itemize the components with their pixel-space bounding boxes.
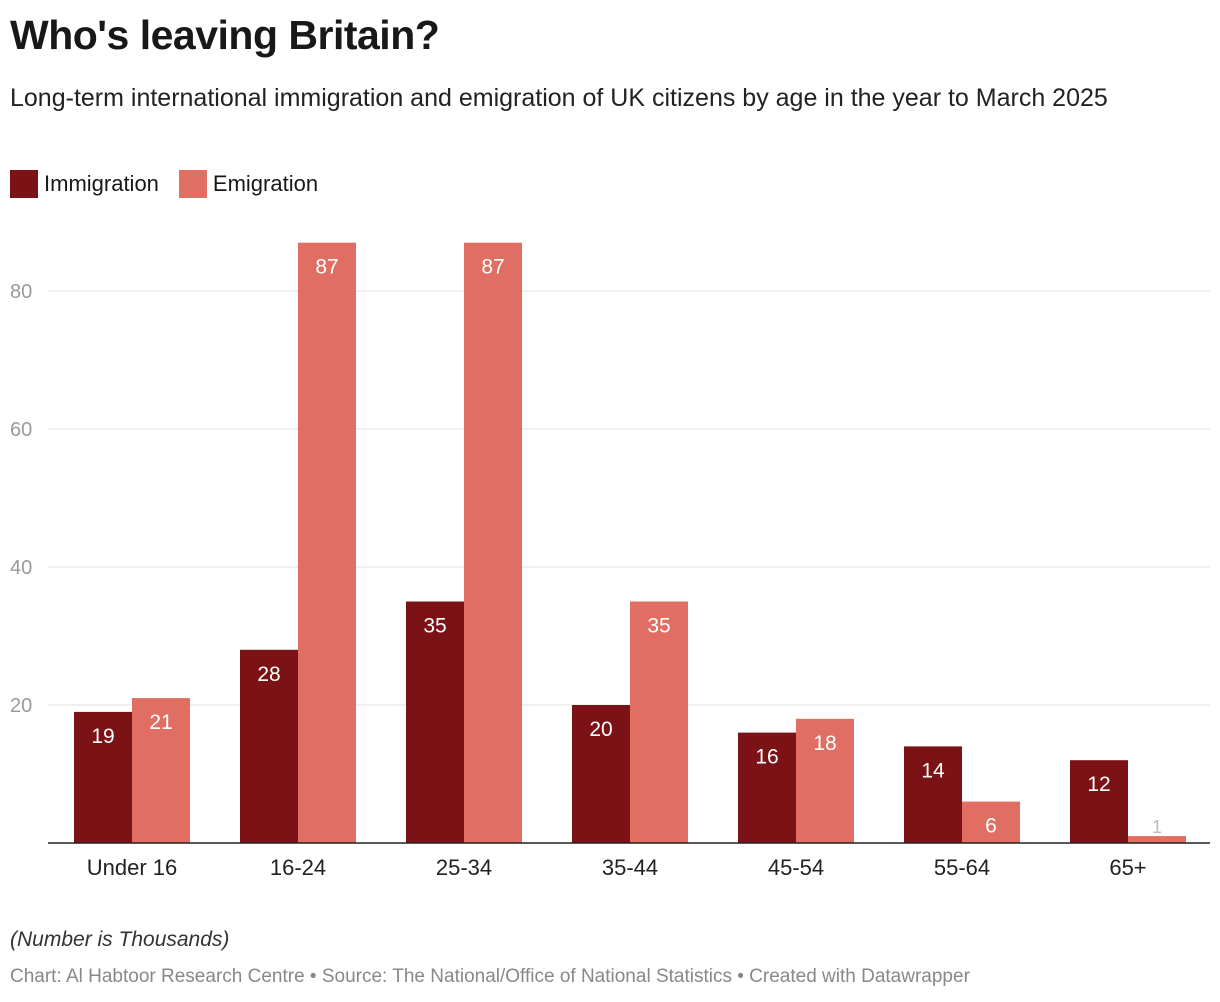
y-tick-label: 20: [10, 695, 32, 717]
value-label: 16: [755, 746, 778, 769]
legend-swatch-emigration: [178, 170, 207, 198]
value-label: 28: [257, 663, 280, 686]
bar-immigration-0: [74, 711, 132, 843]
x-category-label: Under 16: [87, 855, 178, 880]
y-tick-label: 40: [10, 557, 32, 579]
value-label: 21: [149, 711, 172, 734]
chart-credit: Chart: Al Habtoor Research Centre • Sour…: [10, 966, 970, 987]
bar-emigration-2: [464, 242, 522, 843]
value-label: 14: [921, 759, 945, 782]
value-label: 35: [423, 615, 446, 638]
bar-emigration-1: [298, 242, 356, 843]
units-note: (Number is Thousands): [10, 928, 230, 951]
legend: Immigration Emigration: [10, 170, 338, 198]
value-label: 12: [1087, 773, 1110, 796]
x-category-label: 35-44: [602, 855, 658, 880]
value-label: 18: [813, 732, 836, 755]
chart-subtitle: Long-term international immigration and …: [10, 84, 1108, 112]
x-category-label: 45-54: [768, 855, 824, 880]
value-label: 20: [589, 718, 612, 741]
value-label: 19: [91, 725, 114, 748]
x-category-label: 16-24: [270, 855, 326, 880]
x-category-label: 25-34: [436, 855, 492, 880]
value-label: 87: [481, 256, 504, 279]
bar-immigration-4: [738, 732, 796, 843]
y-tick-label: 60: [10, 419, 32, 441]
y-tick-label: 80: [10, 281, 32, 303]
legend-label-immigration: Immigration: [44, 171, 159, 196]
legend-item-emigration: Emigration: [178, 170, 319, 198]
legend-swatch-immigration: [10, 170, 38, 198]
bar-immigration-1: [240, 649, 298, 843]
value-label: 87: [315, 256, 338, 279]
chart-title: Who's leaving Britain?: [10, 12, 440, 58]
legend-item-immigration: Immigration: [10, 170, 159, 198]
legend-label-emigration: Emigration: [212, 171, 319, 196]
value-label: 1: [1152, 817, 1162, 837]
value-label: 35: [647, 615, 670, 638]
bar-emigration-0: [132, 698, 190, 843]
bar-emigration-3: [630, 601, 688, 843]
bar-emigration-6: [1128, 836, 1186, 843]
x-category-label: 65+: [1109, 855, 1146, 880]
bar-emigration-5: [962, 801, 1020, 843]
value-label: 6: [985, 815, 997, 838]
bar-immigration-2: [406, 601, 464, 843]
bar-immigration-3: [572, 705, 630, 843]
x-category-label: 55-64: [934, 855, 990, 880]
bar-immigration-5: [904, 746, 962, 843]
bar-emigration-4: [796, 718, 854, 843]
bar-immigration-6: [1070, 760, 1128, 843]
